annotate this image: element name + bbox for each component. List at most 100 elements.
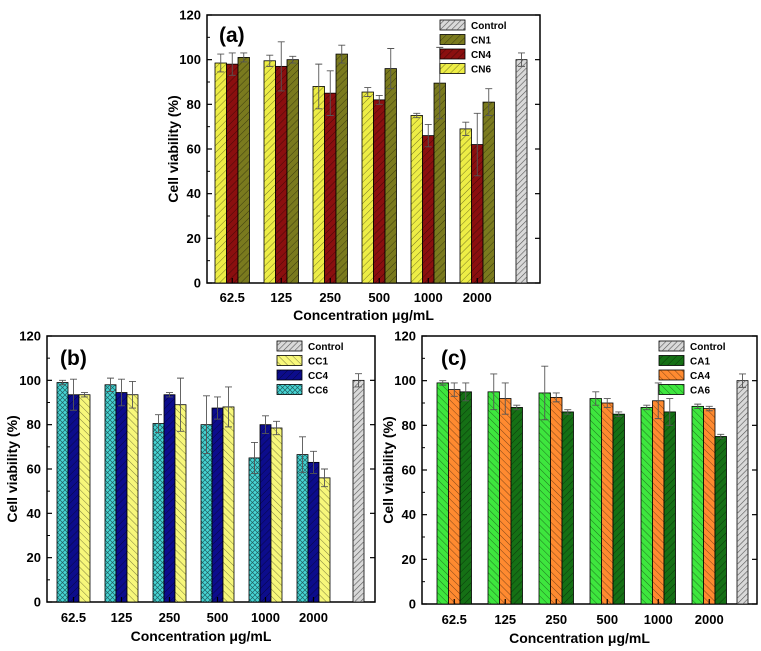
- error-bar: [310, 450, 317, 474]
- x-tick-label: 500: [368, 290, 390, 305]
- error-bar: [262, 415, 269, 434]
- bar-hatch: [601, 403, 613, 604]
- x-tick-label: 125: [270, 290, 292, 305]
- legend-label-control: Control: [690, 342, 726, 353]
- error-bar: [70, 378, 77, 411]
- error-bar: [541, 365, 549, 421]
- bar-hatch: [116, 392, 127, 602]
- error-bar: [107, 377, 114, 392]
- error-bar: [364, 87, 372, 97]
- error-bar: [299, 436, 306, 473]
- bar-hatch: [511, 407, 523, 604]
- x-tick-label: 250: [319, 290, 341, 305]
- bar-hatch: [297, 454, 308, 602]
- bar-hatch: [175, 404, 186, 602]
- bar-hatch: [652, 400, 664, 604]
- bar-hatch: [422, 135, 434, 283]
- error-bar: [273, 420, 280, 436]
- bar-hatch: [164, 394, 175, 602]
- bar-hatch: [437, 382, 449, 604]
- error-bar: [81, 392, 88, 398]
- legend-label-cn6: CN6: [471, 65, 491, 76]
- x-tick-label: 62.5: [61, 610, 86, 625]
- error-bar: [387, 48, 395, 90]
- bar-hatch: [215, 63, 227, 284]
- legend: Control CC1 CC4 CC6: [276, 340, 344, 397]
- error-bar: [564, 409, 572, 415]
- bar-hatch: [68, 394, 79, 602]
- error-bar: [643, 404, 651, 411]
- error-bar: [462, 121, 470, 137]
- bar-hatch: [105, 384, 116, 602]
- x-axis-label: Concentration μg/mL: [509, 630, 650, 646]
- legend-label-ca6: CA6: [690, 386, 710, 397]
- bar-hatch: [460, 391, 472, 604]
- error-bar: [666, 398, 674, 426]
- bar-control-hatch: [737, 380, 748, 604]
- bar-hatch: [127, 394, 138, 602]
- y-tick-label: 20: [27, 550, 41, 565]
- y-tick-label: 60: [27, 462, 41, 477]
- bar-hatch: [488, 391, 500, 604]
- error-bar: [338, 44, 346, 64]
- bar-hatch: [471, 144, 483, 283]
- legend-swatch-hatch: [277, 384, 302, 395]
- legend-label-ca1: CA1: [690, 357, 710, 368]
- y-tick-label: 40: [402, 507, 416, 522]
- chart-panel-a: 0 20 40 60 80 100 120 Cell viability (%) Concent…: [165, 8, 541, 323]
- x-axis-label: Concentration μg/mL: [293, 307, 434, 323]
- error-bar: [321, 468, 328, 488]
- y-tick-label: 100: [394, 373, 416, 388]
- bar-hatch: [411, 115, 423, 283]
- y-tick-label: 0: [409, 597, 416, 612]
- bar-hatch: [385, 68, 397, 283]
- bar-hatch: [275, 66, 287, 283]
- bar-hatch: [324, 93, 336, 284]
- x-tick-label: 125: [494, 612, 516, 627]
- error-bar: [654, 382, 662, 420]
- legend: Control CA1 CA4 CA6: [658, 340, 726, 397]
- bar-hatch: [362, 92, 374, 283]
- error-bar: [228, 52, 236, 76]
- x-tick-label: 2000: [299, 610, 328, 625]
- chart-panel-c: 0 20 40 60 80 100 120 Cell viability (%) Concent…: [380, 329, 758, 646]
- bar-hatch: [201, 424, 212, 602]
- legend-swatch-hatch: [659, 355, 684, 366]
- error-bar: [485, 88, 493, 116]
- y-tick-label: 40: [187, 186, 201, 201]
- y-tick-label: 20: [402, 552, 416, 567]
- bar-hatch: [550, 397, 562, 604]
- bar-hatch: [249, 457, 260, 602]
- legend-swatch-hatch: [277, 341, 302, 351]
- legend-swatch-hatch: [440, 49, 465, 59]
- x-tick-label: 1000: [251, 610, 280, 625]
- bar-hatch: [79, 394, 90, 602]
- y-axis-label: Cell viability (%): [380, 416, 396, 523]
- chart-panel-b: 0 20 40 60 80 100 120 Cell viability (%) Concent…: [4, 329, 376, 644]
- error-bar: [439, 380, 447, 386]
- error-bar: [251, 441, 258, 474]
- x-tick-label: 1000: [414, 290, 443, 305]
- legend-swatch-hatch: [659, 341, 684, 351]
- error-bar: [501, 382, 509, 415]
- y-axis-label: Cell viability (%): [165, 95, 181, 202]
- error-bar: [240, 52, 248, 63]
- bar-hatch: [590, 398, 602, 604]
- y-tick-label: 0: [34, 595, 41, 610]
- bar-hatch: [373, 99, 385, 283]
- error-bar: [413, 112, 421, 119]
- error-bar: [289, 55, 297, 64]
- error-bar: [424, 123, 432, 148]
- bar-hatch: [336, 54, 348, 284]
- legend-label-cc1: CC1: [308, 357, 328, 368]
- bar-hatch: [460, 128, 472, 283]
- x-tick-label: 62.5: [442, 612, 467, 627]
- legend-label-cn1: CN1: [471, 36, 491, 47]
- bar-control-hatch: [353, 380, 364, 602]
- legend-label-control: Control: [308, 342, 344, 353]
- error-bar: [277, 41, 285, 92]
- y-tick-label: 120: [179, 8, 201, 23]
- error-bar: [203, 395, 210, 454]
- x-tick-label: 2000: [463, 290, 492, 305]
- x-tick-label: 500: [207, 610, 229, 625]
